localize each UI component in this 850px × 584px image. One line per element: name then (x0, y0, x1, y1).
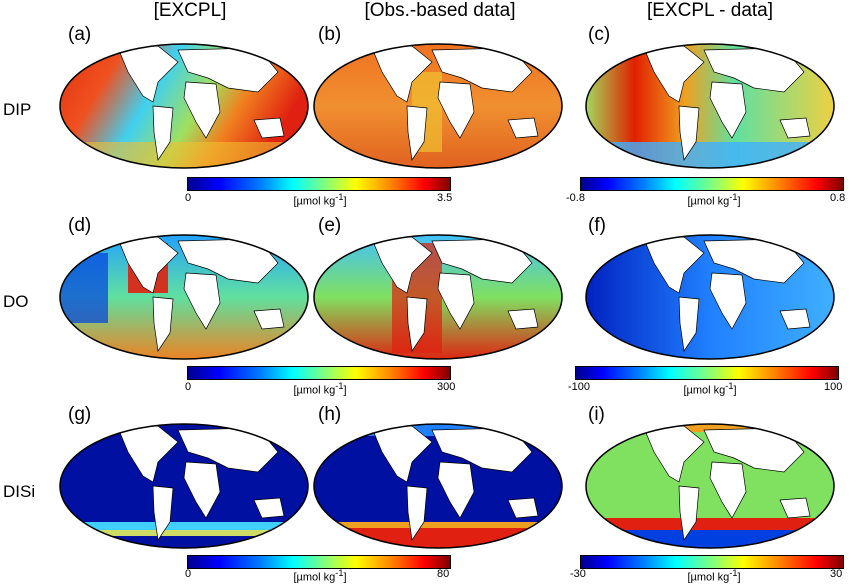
map-do-excpl (59, 234, 309, 360)
column-title-obs: [Obs.-based data] (364, 0, 516, 21)
panel-letter-e: (e) (318, 215, 342, 236)
colorbar-dip-diff-min: -0.8 (566, 192, 585, 204)
map-disi-excpl (59, 423, 309, 549)
column-title-excpl: [EXCPL] (153, 0, 227, 21)
panel-letter-a: (a) (68, 24, 92, 45)
colorbar-do-min: 0 (185, 381, 192, 393)
colorbar-disi-min: 0 (185, 568, 192, 580)
colorbar-do-max: 300 (437, 381, 456, 393)
colorbar-dip-diff (580, 177, 844, 191)
colorbar-do-diff-unit: [µmol kg-1] (683, 381, 737, 397)
map-dip-excpl (59, 43, 309, 169)
colorbar-dip-unit: [µmol kg-1] (293, 192, 347, 208)
colorbar-do (187, 366, 451, 380)
colorbar-dip-diff-max: 0.8 (830, 192, 846, 204)
row-label-do: DO (3, 292, 29, 311)
colorbar-dip (187, 177, 451, 191)
map-disi-obs (313, 423, 563, 549)
map-do-diff (585, 234, 835, 360)
panel-letter-c: (c) (588, 24, 611, 45)
colorbar-do-diff-min: -100 (568, 381, 591, 393)
row-label-disi: DISi (3, 482, 36, 501)
colorbar-do-diff-max: 100 (824, 381, 843, 393)
colorbar-disi-diff (580, 555, 844, 569)
colorbar-disi-diff-max: 30 (830, 568, 843, 580)
map-disi-diff (585, 423, 835, 549)
row-label-dip: DIP (3, 100, 32, 119)
colorbar-dip-diff-unit: [µmol kg-1] (687, 192, 741, 208)
map-do-obs (313, 234, 563, 360)
colorbar-dip-max: 3.5 (437, 192, 453, 204)
colorbar-do-diff (575, 366, 839, 380)
panel-letter-h: (h) (318, 404, 342, 425)
colorbar-dip-min: 0 (185, 192, 192, 204)
map-dip-obs (313, 43, 563, 169)
colorbar-disi-diff-min: -30 (570, 568, 586, 580)
map-dip-diff (585, 43, 835, 169)
panel-letter-d: (d) (68, 215, 92, 236)
colorbar-disi (187, 555, 451, 569)
column-title-diff: [EXCPL - data] (646, 0, 774, 21)
panel-letter-g: (g) (68, 404, 92, 425)
panel-letter-b: (b) (318, 24, 342, 45)
colorbar-disi-unit: [µmol kg-1] (293, 568, 347, 584)
panel-letter-i: (i) (588, 404, 605, 425)
colorbar-do-unit: [µmol kg-1] (293, 381, 347, 397)
panel-letter-f: (f) (588, 215, 606, 236)
colorbar-disi-diff-unit: [µmol kg-1] (687, 568, 741, 584)
colorbar-disi-max: 80 (437, 568, 450, 580)
